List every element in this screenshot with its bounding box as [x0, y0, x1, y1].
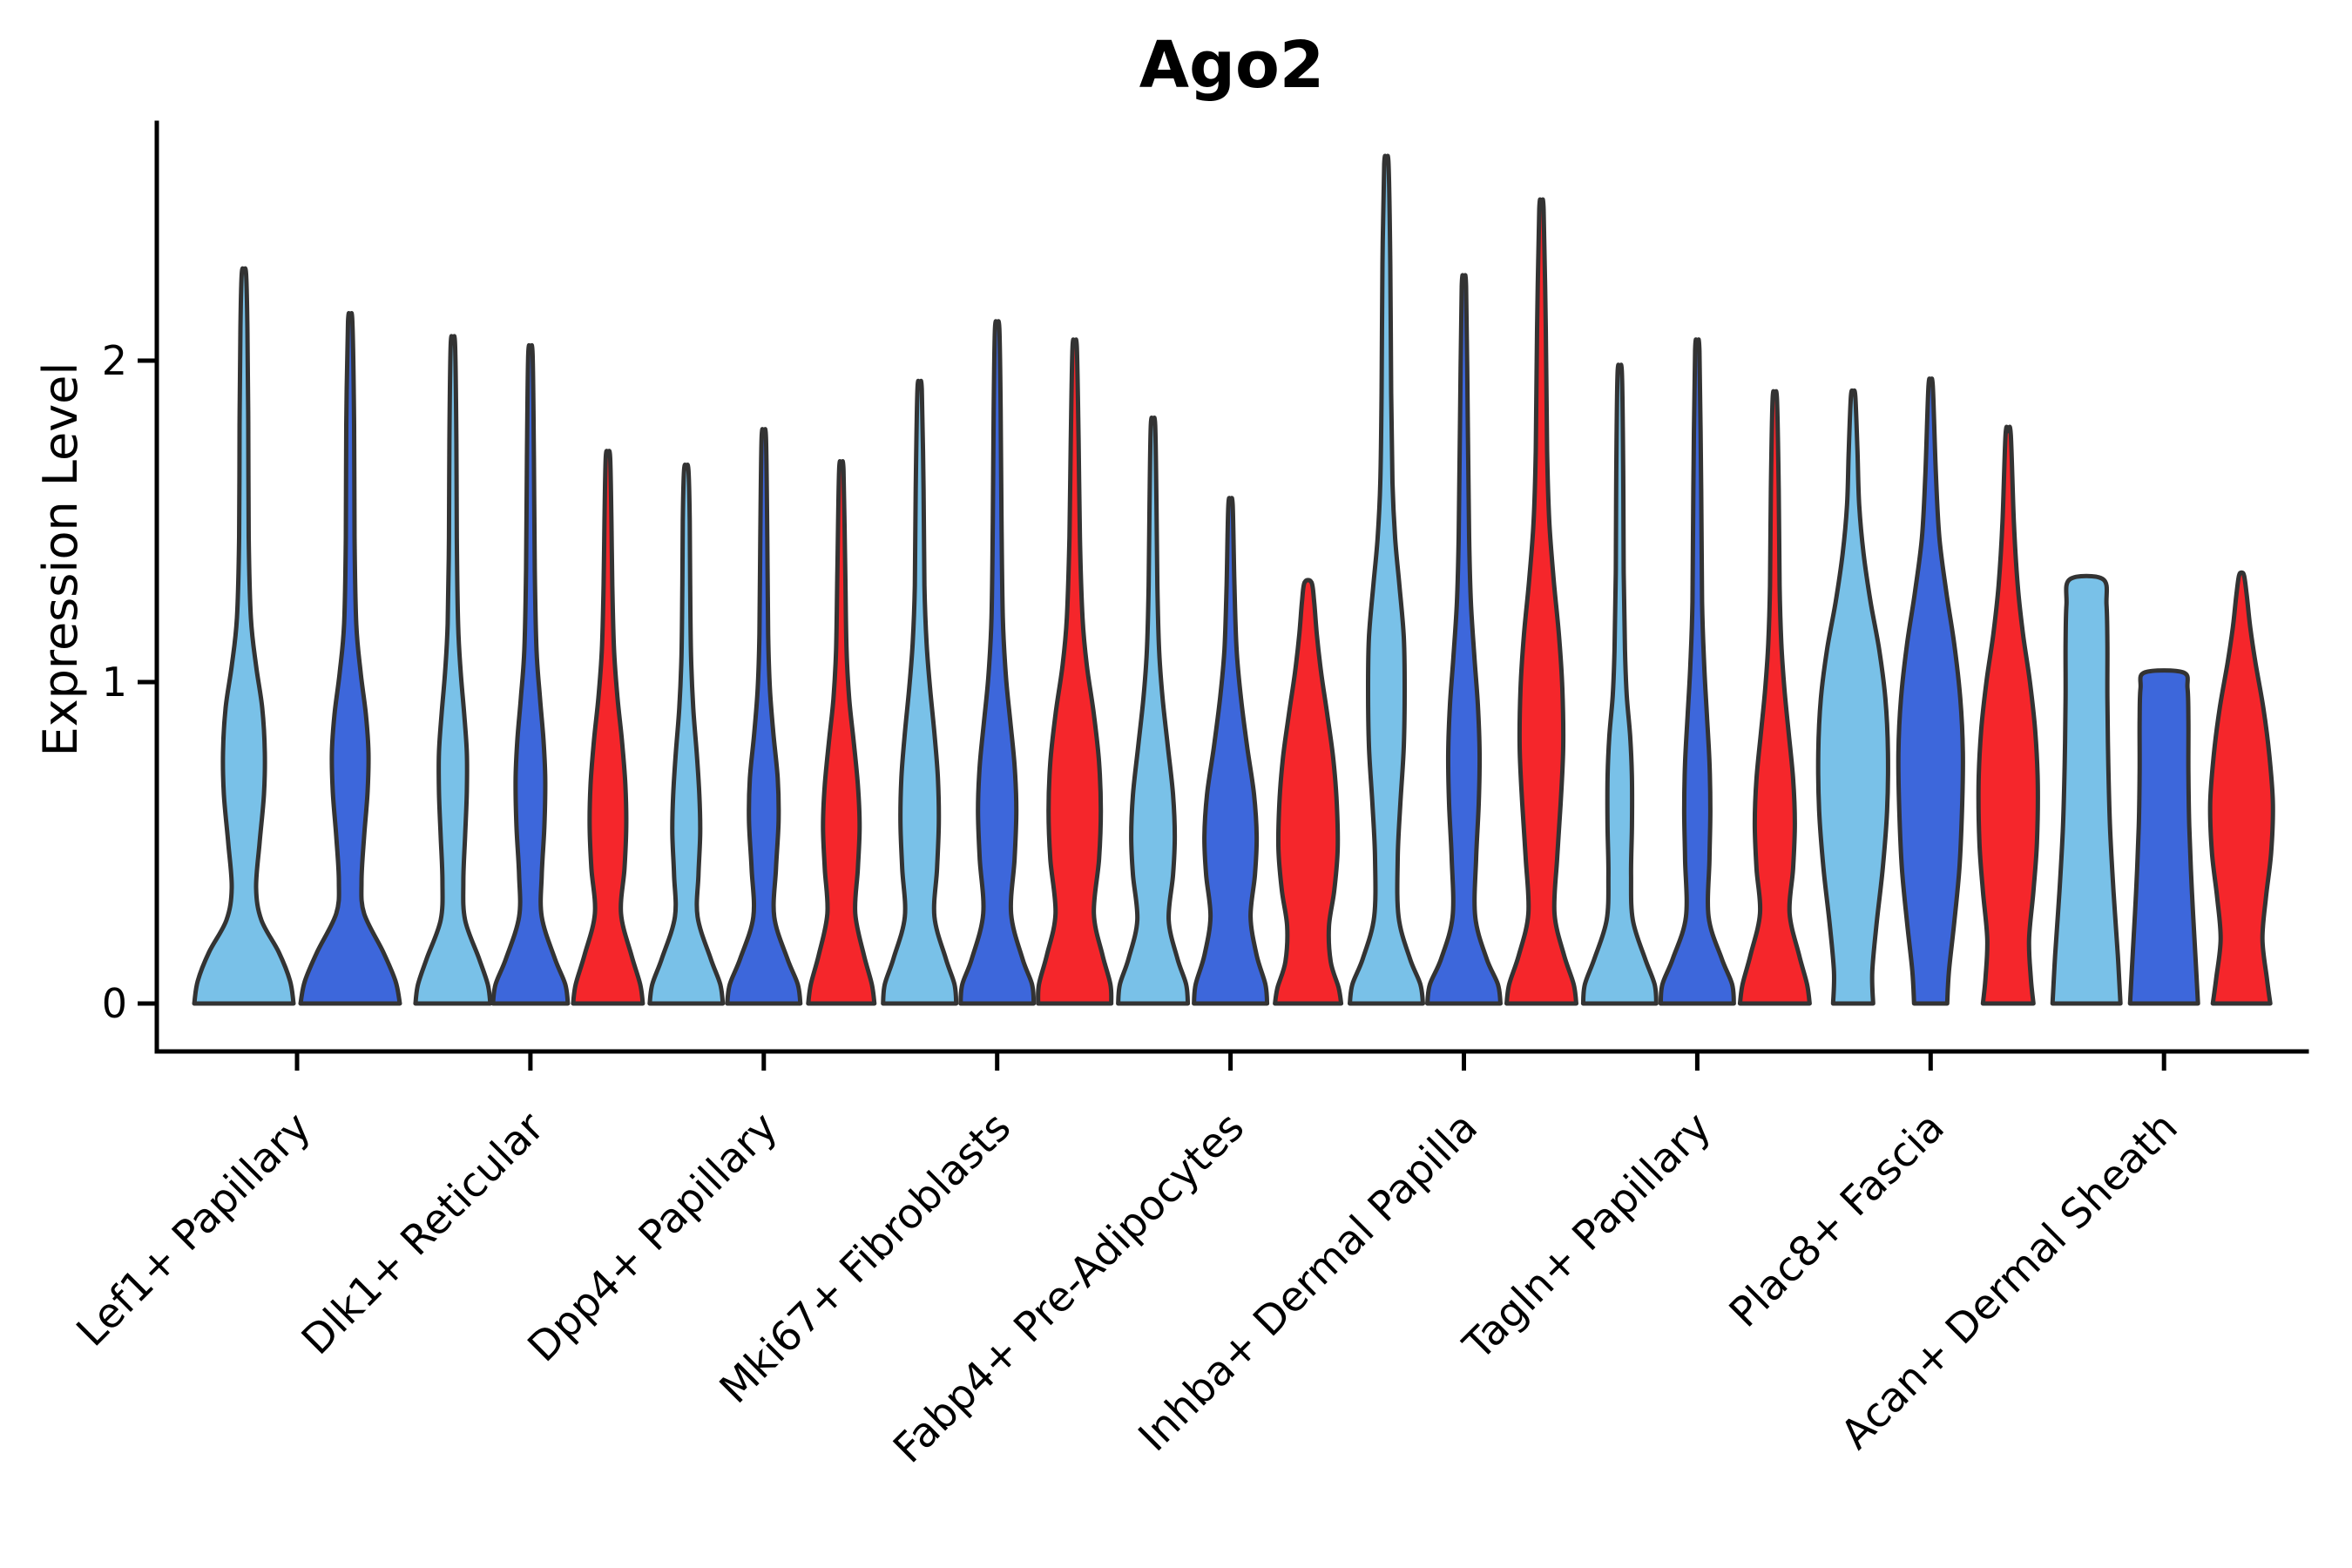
violin: [413, 334, 493, 1006]
violin: [1273, 578, 1344, 1006]
violin: [192, 266, 296, 1006]
violin: [298, 311, 402, 1006]
y-tick-label: 2: [102, 337, 127, 384]
violin: [1580, 362, 1659, 1006]
violin: [881, 378, 959, 1006]
violin: [1425, 273, 1503, 1006]
violin: [958, 319, 1037, 1006]
y-tick-label: 1: [102, 659, 127, 706]
y-tick-label: 0: [102, 980, 127, 1027]
violin: [2127, 668, 2200, 1006]
x-axis-label: Dpp4+ Papillary: [519, 1104, 787, 1372]
violin: [1348, 153, 1425, 1006]
x-axis-label: Plac8+ Fascia: [1720, 1104, 1954, 1337]
violin: [490, 342, 571, 1006]
violin: [806, 459, 877, 1006]
axis-spines: [154, 120, 2309, 1054]
violin: [647, 463, 726, 1006]
axes: [138, 120, 2309, 1071]
violin: [1036, 337, 1114, 1006]
violin: [1658, 337, 1736, 1006]
violin: [1976, 424, 2040, 1006]
violin-group: [192, 153, 2275, 1006]
chart-title: Ago2: [1139, 28, 1325, 103]
violin: [2050, 573, 2123, 1006]
violin: [725, 427, 803, 1006]
violin: [1737, 389, 1812, 1006]
violin: [571, 449, 645, 1006]
y-axis-label: Expression Level: [33, 362, 88, 757]
violin: [1116, 416, 1191, 1006]
x-axis-label: Dlk1+ Reticular: [293, 1103, 554, 1364]
violin: [1504, 197, 1578, 1006]
x-axis-label: Lef1+ Papillary: [68, 1104, 321, 1356]
violin: [1896, 376, 1965, 1006]
x-axis-label: Tagln+ Papillary: [1454, 1104, 1720, 1370]
violin: [1815, 388, 1890, 1006]
violin: [1192, 496, 1270, 1006]
violin: [2207, 570, 2275, 1006]
